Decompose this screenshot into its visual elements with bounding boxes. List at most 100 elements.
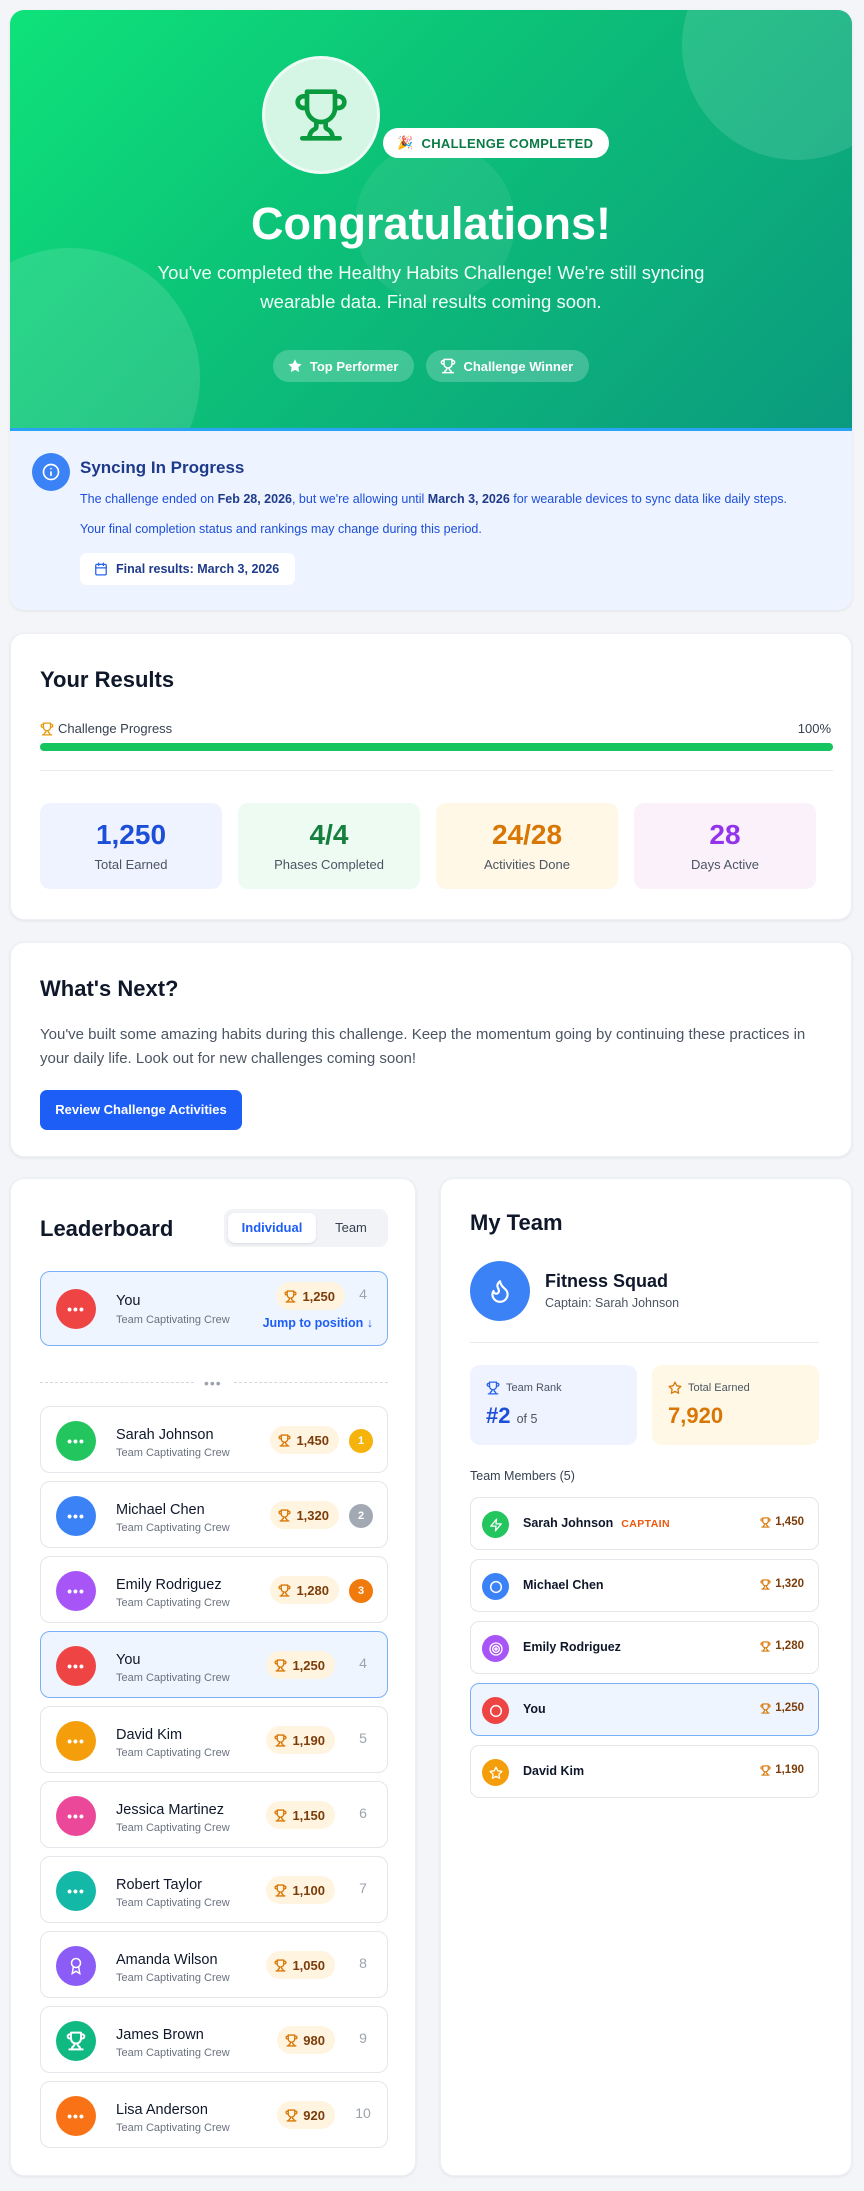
review-activities-button[interactable]: Review Challenge Activities xyxy=(40,1090,242,1130)
dots-icon: ••• xyxy=(67,1733,85,1749)
trophy-icon xyxy=(278,1583,291,1597)
decor-bubble xyxy=(355,143,515,303)
sync-message: The challenge ended on Feb 28, 2026, but… xyxy=(80,492,788,506)
avatar: ••• xyxy=(56,1496,96,1536)
trophy-icon xyxy=(760,1702,771,1714)
points-value: 1,280 xyxy=(775,1640,804,1652)
badge-label: Challenge Winner xyxy=(463,358,574,374)
row-name: David Kim xyxy=(116,1727,183,1743)
label-text: Team Rank xyxy=(506,1382,562,1394)
dots-icon: ••• xyxy=(67,1433,85,1449)
member-name-wrap: David Kim xyxy=(523,1764,584,1778)
trophy-icon xyxy=(760,1640,771,1652)
row-team: Team Captivating Crew xyxy=(116,1447,230,1459)
my-position-row[interactable]: ••• You Team Captivating Crew 1,250 4 Ju… xyxy=(40,1271,388,1346)
trophy-icon xyxy=(760,1764,771,1776)
jump-label: Jump to position xyxy=(262,1316,364,1330)
row-team: Team Captivating Crew xyxy=(116,2122,230,2134)
leaderboard-row[interactable]: ••• Robert Taylor Team Captivating Crew … xyxy=(40,1856,388,1923)
stat-label: Total Earned xyxy=(94,857,168,872)
avatar: ••• xyxy=(56,1571,96,1611)
points-badge: 920 xyxy=(277,2101,335,2129)
row-team: Team Captivating Crew xyxy=(116,1897,230,1909)
trophy-icon xyxy=(760,1516,771,1528)
team-rank-value: #2 of 5 xyxy=(486,1403,538,1428)
progress-label-text: Challenge Progress xyxy=(58,721,173,736)
trophy-icon xyxy=(284,1289,297,1303)
rank-number: 5 xyxy=(359,1730,367,1746)
leaderboard-row[interactable]: ••• You Team Captivating Crew 1,250 4 xyxy=(40,1631,388,1698)
row-team: Team Captivating Crew xyxy=(116,1972,230,1984)
team-member-row[interactable]: David Kim 1,190 xyxy=(470,1745,819,1798)
hero-subtitle: You've completed the Healthy Habits Chal… xyxy=(157,262,705,312)
row-team: Team Captivating Crew xyxy=(116,1672,230,1684)
points-badge: 1,100 xyxy=(266,1876,335,1904)
jump-to-position-link[interactable]: Jump to position ↓ xyxy=(263,1316,373,1330)
trophy-icon xyxy=(274,1733,287,1747)
leaderboard-row[interactable]: ••• Emily Rodriguez Team Captivating Cre… xyxy=(40,1556,388,1623)
team-name: Fitness Squad xyxy=(545,1271,669,1291)
avatar: ••• xyxy=(56,1721,96,1761)
leaderboard-row[interactable]: ••• Michael Chen Team Captivating Crew 1… xyxy=(40,1481,388,1548)
trophy-icon xyxy=(262,56,380,174)
tab-team[interactable]: Team xyxy=(335,1220,367,1235)
divider xyxy=(40,770,833,771)
trophy-icon xyxy=(278,1508,291,1522)
leaderboard-row[interactable]: Amanda Wilson Team Captivating Crew 1,05… xyxy=(40,1931,388,1998)
rank-medal: 2 xyxy=(349,1504,373,1528)
tab-individual[interactable]: Individual xyxy=(228,1213,316,1243)
member-points: 1,450 xyxy=(760,1516,804,1528)
team-rank-label: Team Rank xyxy=(486,1381,562,1395)
member-avatar xyxy=(482,1511,509,1538)
team-member-row[interactable]: Emily Rodriguez 1,280 xyxy=(470,1621,819,1674)
member-avatar xyxy=(482,1759,509,1786)
points-value: 1,190 xyxy=(292,1732,325,1748)
trophy-icon xyxy=(285,2108,298,2122)
whats-next-text: You've built some amazing habits during … xyxy=(40,1026,806,1067)
circle-icon xyxy=(489,1704,502,1717)
star-outline-icon xyxy=(668,1381,682,1394)
row-name: Sarah Johnson xyxy=(116,1427,214,1443)
team-rank-stat: Team Rank #2 of 5 xyxy=(470,1365,637,1445)
team-member-row[interactable]: You 1,250 xyxy=(470,1683,819,1736)
list-separator: ••• xyxy=(40,1375,388,1391)
flame-icon xyxy=(470,1261,530,1321)
trophy-icon xyxy=(40,722,54,735)
points-value: 920 xyxy=(303,2107,325,2123)
team-member-row[interactable]: Michael Chen 1,320 xyxy=(470,1559,819,1612)
badge-label: CHALLENGE COMPLETED xyxy=(421,135,594,151)
leaderboard-row[interactable]: ••• David Kim Team Captivating Crew 1,19… xyxy=(40,1706,388,1773)
leaderboard-row[interactable]: ••• Sarah Johnson Team Captivating Crew … xyxy=(40,1406,388,1473)
points-value: 1,250 xyxy=(302,1288,335,1304)
leaderboard-row[interactable]: James Brown Team Captivating Crew 980 9 xyxy=(40,2006,388,2073)
row-team: Team Captivating Crew xyxy=(116,1522,230,1534)
achievement-badges: Top Performer Challenge Winner xyxy=(10,350,852,382)
rank-number: 6 xyxy=(359,1805,367,1821)
team-earned-stat: Total Earned 7,920 xyxy=(652,1365,819,1445)
member-points: 1,320 xyxy=(760,1578,804,1590)
team-earned-label: Total Earned xyxy=(668,1381,750,1395)
row-name: Michael Chen xyxy=(116,1502,205,1518)
points-badge: 1,320 xyxy=(270,1501,339,1529)
points-value: 1,250 xyxy=(775,1702,804,1714)
member-avatar xyxy=(482,1573,509,1600)
rank-medal: 3 xyxy=(349,1579,373,1603)
team-member-row[interactable]: Sarah Johnson CAPTAIN 1,450 xyxy=(470,1497,819,1550)
leaderboard-row[interactable]: ••• Jessica Martinez Team Captivating Cr… xyxy=(40,1781,388,1848)
team-members-heading: Team Members (5) xyxy=(470,1469,575,1483)
row-team: Team Captivating Crew xyxy=(116,1314,230,1326)
member-name: You xyxy=(523,1702,546,1716)
avatar: ••• xyxy=(56,1646,96,1686)
hero-banner: 🎉 CHALLENGE COMPLETED Congratulations! Y… xyxy=(10,10,852,428)
points-badge: 1,450 xyxy=(270,1426,339,1454)
leaderboard-row[interactable]: ••• Lisa Anderson Team Captivating Crew … xyxy=(40,2081,388,2148)
row-team: Team Captivating Crew xyxy=(116,1747,230,1759)
sync-title: Syncing In Progress xyxy=(80,458,245,477)
member-points: 1,190 xyxy=(760,1764,804,1776)
final-results-label: Final results: March 3, 2026 xyxy=(116,562,280,576)
award-icon xyxy=(70,1957,82,1975)
row-name: James Brown xyxy=(116,2027,204,2043)
top-performer-badge: Top Performer xyxy=(272,350,415,382)
dots-icon: ••• xyxy=(67,1508,85,1524)
challenge-completed-badge: 🎉 CHALLENGE COMPLETED xyxy=(383,128,610,158)
